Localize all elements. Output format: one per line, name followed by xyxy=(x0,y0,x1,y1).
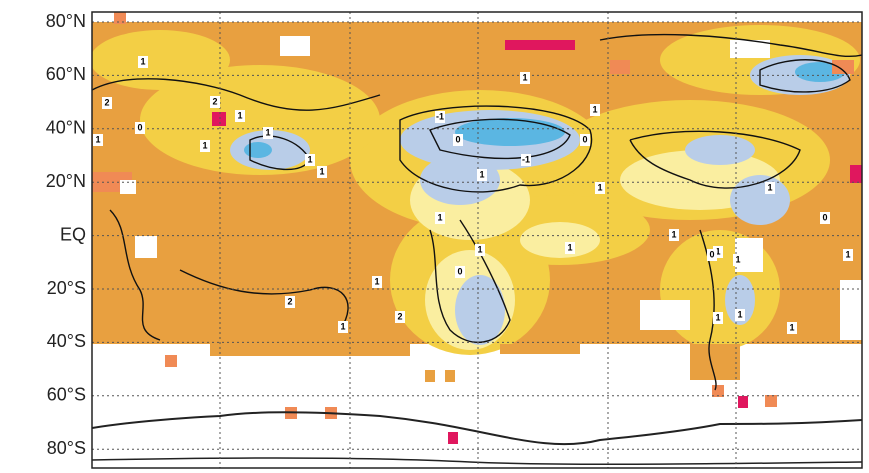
antarctica-coastline xyxy=(92,411,862,446)
contour-label: 0 xyxy=(709,249,714,259)
contour-label: 1 xyxy=(592,104,597,114)
contour-label: 1 xyxy=(715,246,720,256)
contour-label-bg xyxy=(707,249,717,261)
contour-label-bg xyxy=(135,122,145,134)
contour-label-bg xyxy=(305,154,315,166)
contour-label: 1 xyxy=(437,212,442,222)
contour-label-bg xyxy=(843,249,853,261)
contour-label-bg xyxy=(565,242,575,254)
contour-label: 1 xyxy=(737,309,742,319)
map-frame xyxy=(91,11,863,469)
lat-label: 80°S xyxy=(47,438,86,458)
contour-label-bg xyxy=(477,169,487,181)
contour-label: 0 xyxy=(137,122,142,132)
contour-label: 1 xyxy=(319,166,324,176)
contour-label-bg xyxy=(590,104,600,116)
contour-label: 0 xyxy=(455,134,460,144)
contour-label-bg xyxy=(338,321,348,333)
contour-lines xyxy=(92,33,862,391)
contour-label-bg xyxy=(713,246,723,258)
contour-label: 1 xyxy=(789,322,794,332)
contour-label-bg xyxy=(820,212,830,224)
latitude-labels: 80°N 60°N 40°N 20°N EQ 20°S 40°S 60°S 80°S xyxy=(46,11,86,458)
contour-label-bg xyxy=(372,276,382,288)
contour-label: 1 xyxy=(671,229,676,239)
contour-label-bg xyxy=(285,296,295,308)
contour-label-bg xyxy=(595,182,605,194)
contour-label-bg xyxy=(475,244,485,256)
contour-label: 2 xyxy=(212,96,217,106)
contour-label: 1 xyxy=(265,127,270,137)
contour-label-bg xyxy=(200,140,210,152)
contour-label-bg xyxy=(787,322,797,334)
contour-label-bg xyxy=(435,212,445,224)
contour-label: 1 xyxy=(597,182,602,192)
contour-label-bg xyxy=(520,72,530,84)
contour-label: 1 xyxy=(735,254,740,264)
contour-label: 1 xyxy=(340,321,345,331)
contour-label-bg xyxy=(317,166,327,178)
contour-label-bg xyxy=(765,182,775,194)
contour-label: 1 xyxy=(95,134,100,144)
contour-label-bg xyxy=(93,134,103,146)
contour-label: 2 xyxy=(104,97,109,107)
contour-label-bg xyxy=(580,134,590,146)
contour-label-bg xyxy=(455,266,465,278)
contour-label-bg xyxy=(453,134,463,146)
contour-label: 2 xyxy=(287,296,292,306)
lat-label: 40°S xyxy=(47,331,86,351)
contour-label: 0 xyxy=(582,134,587,144)
contour-label: 0 xyxy=(822,212,827,222)
contour-label: 1 xyxy=(767,182,772,192)
contour-label: 1 xyxy=(567,242,572,252)
field-magenta xyxy=(212,40,862,444)
contour-label: 2 xyxy=(397,311,402,321)
contour-label: 1 xyxy=(845,249,850,259)
contour-label: 1 xyxy=(202,140,207,150)
contour-label: 1 xyxy=(477,244,482,254)
contour-label: 1 xyxy=(715,312,720,322)
antarctica-inner-coast xyxy=(92,457,862,466)
contour-label-bg xyxy=(235,110,245,122)
lat-label: 80°N xyxy=(46,11,86,31)
lat-label: 60°S xyxy=(47,385,86,405)
lat-label: 20°S xyxy=(47,278,86,298)
contour-label-bg xyxy=(735,309,745,321)
lat-label: 60°N xyxy=(46,64,86,84)
field-southcells xyxy=(210,344,740,382)
lat-label: 40°N xyxy=(46,118,86,138)
contour-label: 0 xyxy=(457,266,462,276)
contour-label-bg xyxy=(210,96,220,108)
contour-label: 1 xyxy=(522,72,527,82)
contour-label: 1 xyxy=(307,154,312,164)
map-field xyxy=(92,12,862,466)
contour-label-bg xyxy=(395,311,405,323)
graticule xyxy=(92,12,862,468)
lat-label: 20°N xyxy=(46,171,86,191)
contour-label: 1 xyxy=(237,110,242,120)
contour-label-bg xyxy=(713,312,723,324)
contour-label-bg xyxy=(435,111,445,123)
field-gaps xyxy=(120,36,862,340)
lat-label: EQ xyxy=(60,224,86,244)
contour-label-bg xyxy=(733,254,743,266)
contour-label-bg xyxy=(102,97,112,109)
contour-label-bg xyxy=(521,154,531,166)
contour-label-bg xyxy=(669,229,679,241)
contour-label-bg xyxy=(138,56,148,68)
contour-label: -1 xyxy=(522,154,530,164)
contour-label: -1 xyxy=(436,111,444,121)
contour-label: 1 xyxy=(479,169,484,179)
contour-label: 1 xyxy=(140,56,145,66)
contour-label: 1 xyxy=(374,276,379,286)
contour-label-bg xyxy=(263,127,273,139)
